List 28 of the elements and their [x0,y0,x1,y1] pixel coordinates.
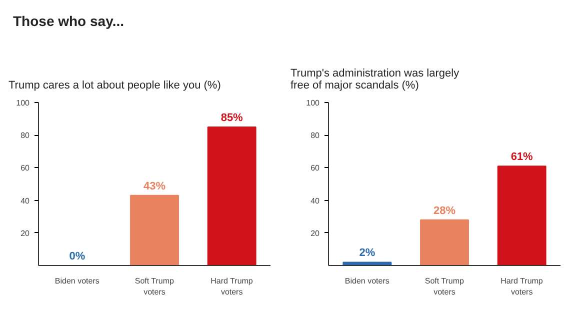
data-label: 85% [220,112,244,124]
y-tick-label: 60 [310,164,320,173]
y-tick-label: 80 [20,131,30,140]
bar [497,166,546,266]
y-tick-label: 20 [20,228,30,238]
chart-subtitle: Trump's administration was largely free of major scandals (%) [290,68,460,92]
x-tick-label: Hard Trump voters [210,276,254,296]
y-tick-label: 40 [310,196,320,206]
x-tick-label: Soft Trump voters [424,276,465,296]
x-tick-label: Biden voters [344,276,390,286]
y-tick-label: 100 [16,98,30,108]
data-label: 0% [69,250,86,262]
bar [342,262,392,266]
data-label: 43% [143,180,166,192]
y-tick-label: 40 [20,196,30,206]
y-tick-label: 80 [310,131,320,140]
y-tick-label: 20 [310,228,320,238]
chart-subtitle: Trump cares a lot about people like you (%) [8,80,221,92]
bar [420,219,469,266]
chart-title: Those who say... [13,12,124,31]
data-label: 28% [433,204,456,217]
data-label: 2% [359,247,376,260]
x-tick-label: Soft Trump voters [134,276,175,296]
x-tick-label: Hard Trump voters [500,276,544,296]
y-tick-label: 100 [306,98,320,108]
y-tick-label: 60 [20,164,30,173]
x-tick-label: Biden voters [54,276,100,286]
data-label: 61% [510,151,534,164]
